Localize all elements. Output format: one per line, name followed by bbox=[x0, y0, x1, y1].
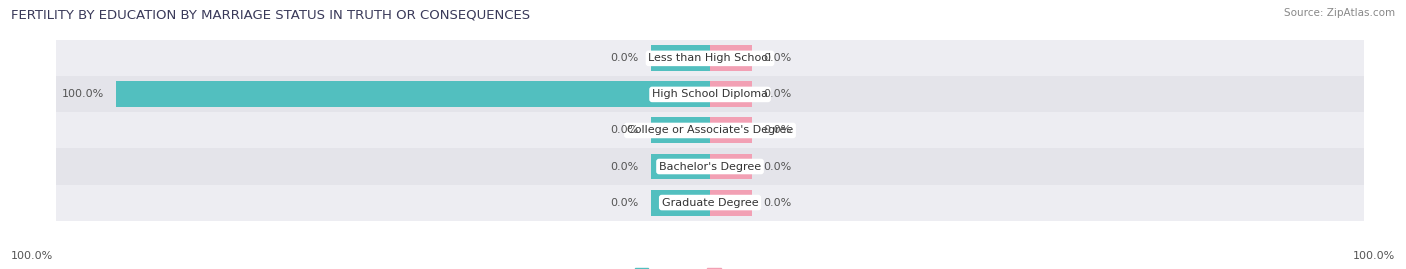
Text: 100.0%: 100.0% bbox=[1353, 251, 1395, 261]
Text: Source: ZipAtlas.com: Source: ZipAtlas.com bbox=[1284, 8, 1395, 18]
Text: 100.0%: 100.0% bbox=[62, 89, 104, 100]
Text: High School Diploma: High School Diploma bbox=[652, 89, 768, 100]
Text: 0.0%: 0.0% bbox=[763, 125, 792, 136]
Text: 0.0%: 0.0% bbox=[763, 161, 792, 172]
Bar bbox=[651, 45, 710, 71]
Bar bbox=[710, 45, 752, 71]
Text: 0.0%: 0.0% bbox=[610, 161, 638, 172]
Bar bbox=[56, 185, 1364, 221]
Text: 0.0%: 0.0% bbox=[610, 125, 638, 136]
Text: 0.0%: 0.0% bbox=[610, 53, 638, 63]
Bar bbox=[651, 118, 710, 143]
Text: 0.0%: 0.0% bbox=[763, 197, 792, 208]
Text: 0.0%: 0.0% bbox=[610, 197, 638, 208]
Bar bbox=[56, 40, 1364, 76]
Bar bbox=[710, 154, 752, 179]
Text: 0.0%: 0.0% bbox=[763, 89, 792, 100]
Text: College or Associate's Degree: College or Associate's Degree bbox=[627, 125, 793, 136]
Legend: Married, Unmarried: Married, Unmarried bbox=[630, 264, 790, 269]
Text: Graduate Degree: Graduate Degree bbox=[662, 197, 758, 208]
Bar bbox=[651, 190, 710, 215]
Bar bbox=[115, 82, 710, 107]
Text: FERTILITY BY EDUCATION BY MARRIAGE STATUS IN TRUTH OR CONSEQUENCES: FERTILITY BY EDUCATION BY MARRIAGE STATU… bbox=[11, 8, 530, 21]
Bar bbox=[651, 154, 710, 179]
Bar bbox=[710, 118, 752, 143]
Bar bbox=[56, 112, 1364, 148]
Bar bbox=[710, 190, 752, 215]
Bar bbox=[710, 82, 752, 107]
Text: Bachelor's Degree: Bachelor's Degree bbox=[659, 161, 761, 172]
Text: 0.0%: 0.0% bbox=[763, 53, 792, 63]
Text: Less than High School: Less than High School bbox=[648, 53, 772, 63]
Bar bbox=[56, 76, 1364, 112]
Text: 100.0%: 100.0% bbox=[11, 251, 53, 261]
Bar bbox=[56, 148, 1364, 185]
